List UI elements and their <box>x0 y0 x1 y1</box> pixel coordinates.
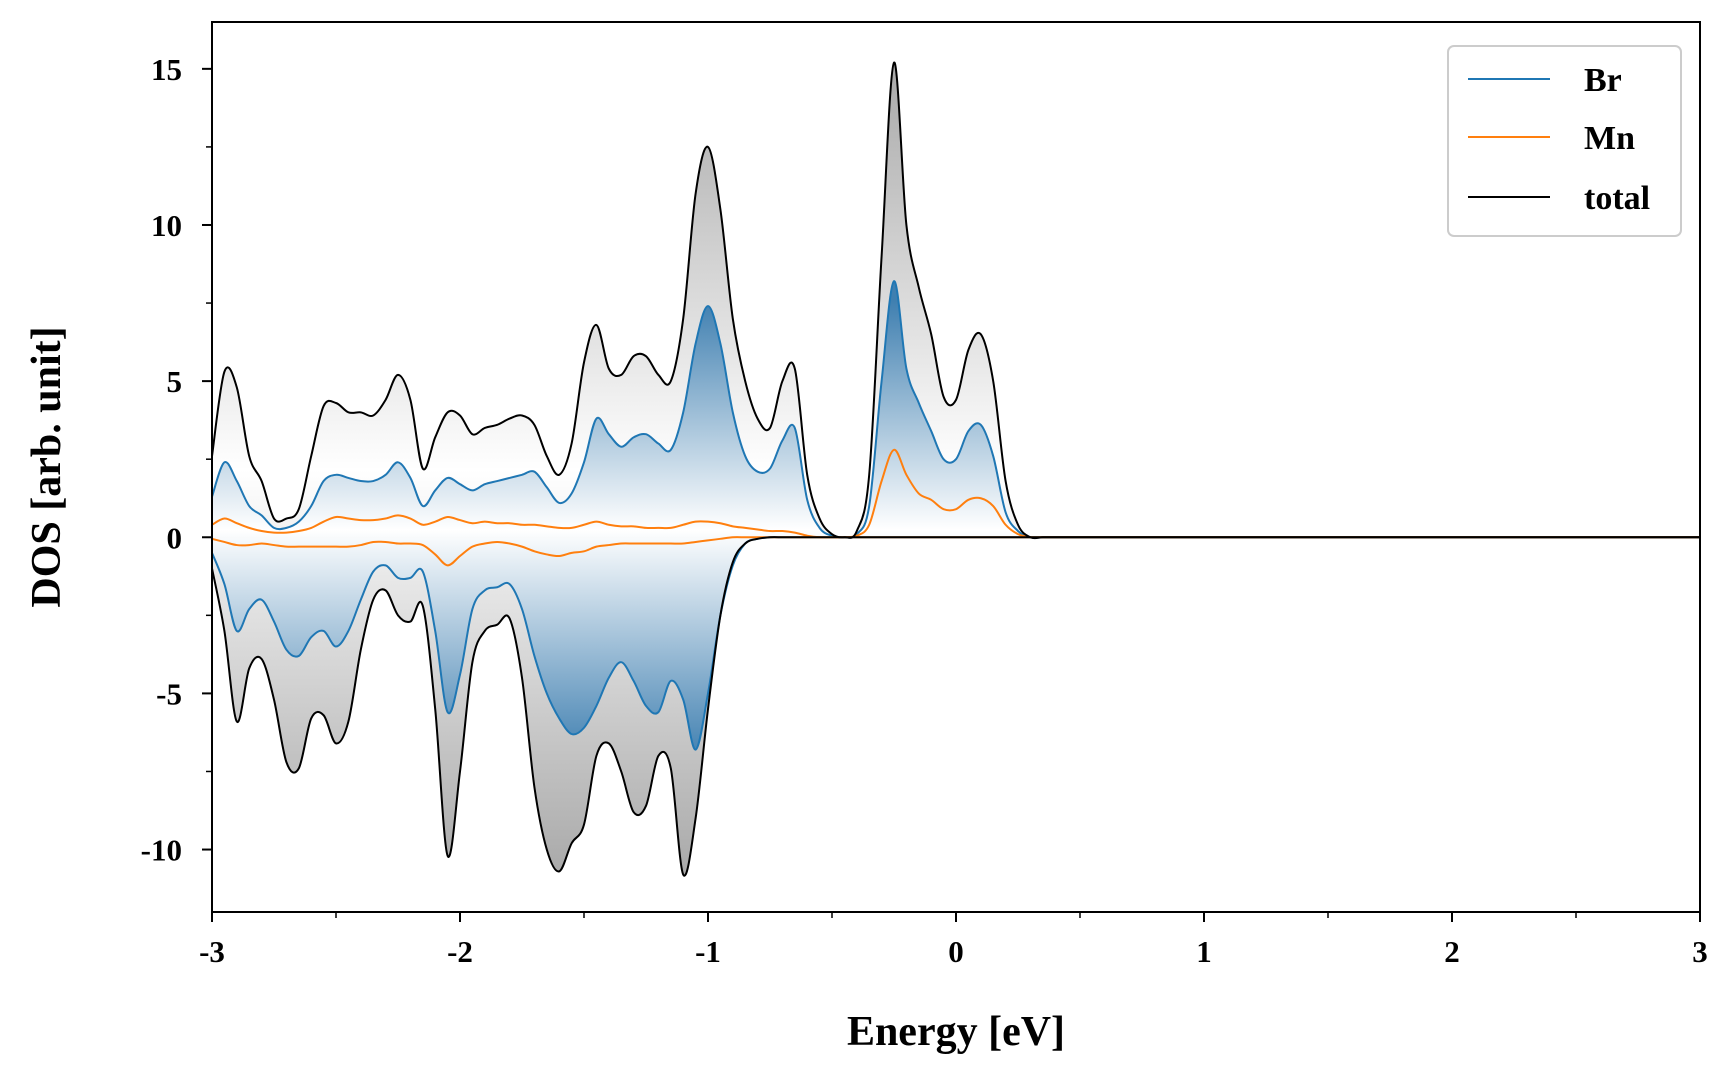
y-axis-title: DOS [arb. unit] <box>24 326 70 607</box>
series-total-spin-up <box>212 61 1700 540</box>
legend-label-mn: Mn <box>1584 120 1635 157</box>
legend-box <box>1447 45 1682 237</box>
legend-label-br: Br <box>1584 62 1622 99</box>
x-tick-label: 3 <box>1692 934 1708 969</box>
x-tick-label: -2 <box>447 934 473 969</box>
y-tick-label: 10 <box>151 208 182 243</box>
series-br-spin-up <box>212 280 1700 539</box>
fill-total-spin-up <box>212 62 1700 539</box>
y-tick-label: 0 <box>167 520 183 555</box>
y-tick-label: -5 <box>156 676 182 711</box>
x-tick-label: -1 <box>695 934 721 969</box>
fill-br-spin-down <box>212 537 1700 750</box>
legend-label-total: total <box>1584 180 1650 217</box>
fill-br-spin-up <box>212 281 1700 538</box>
legend: Br Mn total <box>1447 45 1682 237</box>
series-total-spin-down <box>212 536 1700 877</box>
x-tick-label: -3 <box>199 934 225 969</box>
plot-area <box>212 61 1700 877</box>
x-tick-label: 0 <box>948 934 964 969</box>
y-tick-label: -10 <box>141 833 182 868</box>
y-tick-label: 15 <box>151 52 182 87</box>
y-tick-label: 5 <box>167 364 183 399</box>
series-mn-spin-up <box>212 448 1700 539</box>
x-tick-label: 2 <box>1444 934 1460 969</box>
x-axis-title: Energy [eV] <box>847 1009 1065 1055</box>
x-tick-label: 1 <box>1196 934 1212 969</box>
